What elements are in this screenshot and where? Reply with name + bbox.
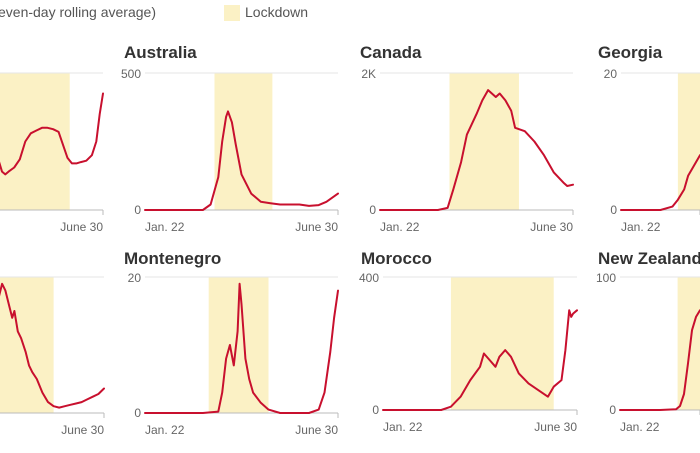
chart-7-y-tick-top: 400: [359, 271, 379, 285]
legend: even-day rolling average) Lockdown: [0, 0, 700, 28]
chart-6-x-tick-end: June 30: [295, 423, 338, 437]
legend-lockdown-label: Lockdown: [245, 4, 309, 20]
chart-2-series-line: [144, 110, 339, 211]
chart-4-lockdown-band: [677, 73, 700, 210]
legend-series-label: even-day rolling average): [0, 4, 156, 20]
chart-5-x-tick-end: June 30: [61, 423, 104, 437]
chart-4-series-line: [620, 154, 700, 211]
legend-lockdown-swatch: [224, 5, 240, 21]
chart-5-lockdown-band: [0, 277, 54, 413]
chart-1-lockdown-band: [0, 73, 70, 210]
chart-4-x-tick-start: Jan. 22: [621, 220, 661, 234]
chart-6-series-line: [144, 282, 339, 414]
chart-2-lockdown-band: [214, 73, 273, 210]
chart-3-x-tick-end: June 30: [530, 220, 573, 234]
chart-3-x-tick-start: Jan. 22: [380, 220, 420, 234]
chart-6-x-tick-start: Jan. 22: [145, 423, 185, 437]
chart-3-title: Canada: [360, 43, 422, 62]
chart-6-title: Montenegro: [124, 249, 221, 268]
chart-7-x-tick-start: Jan. 22: [383, 420, 423, 434]
chart-4-y-tick-zero: 0: [610, 203, 617, 217]
chart-8-x-tick-start: Jan. 22: [620, 420, 660, 434]
chart-5-series-line: [0, 282, 105, 409]
chart-2-x-tick-end: June 30: [295, 220, 338, 234]
chart-7-series-line: [382, 309, 578, 411]
chart-8-lockdown-band: [677, 277, 700, 410]
chart-6-y-tick-top: 20: [128, 271, 142, 285]
chart-3-y-tick-zero: 0: [369, 203, 376, 217]
chart-7-y-tick-zero: 0: [372, 403, 379, 417]
chart-2-x-tick-start: Jan. 22: [145, 220, 185, 234]
chart-3-series-line: [379, 89, 574, 211]
chart-7-title: Morocco: [361, 249, 432, 268]
chart-4-y-tick-top: 20: [604, 67, 618, 81]
chart-8-y-tick-top: 100: [596, 271, 616, 285]
chart-2-title: Australia: [124, 43, 197, 62]
chart-4-title: Georgia: [598, 43, 663, 62]
chart-8-y-tick-zero: 0: [609, 403, 616, 417]
chart-2-y-tick-zero: 0: [134, 203, 141, 217]
chart-8-series-line: [619, 309, 700, 411]
chart-2-y-tick-top: 500: [121, 67, 141, 81]
chart-8-title: New Zealand: [598, 249, 700, 268]
chart-7-x-tick-end: June 30: [534, 420, 577, 434]
chart-1-series-line: [0, 92, 104, 176]
chart-3-lockdown-band: [449, 73, 519, 210]
chart-3-y-tick-top: 2K: [361, 67, 376, 81]
chart-1-x-tick-end: June 30: [60, 220, 103, 234]
chart-6-y-tick-zero: 0: [134, 406, 141, 420]
